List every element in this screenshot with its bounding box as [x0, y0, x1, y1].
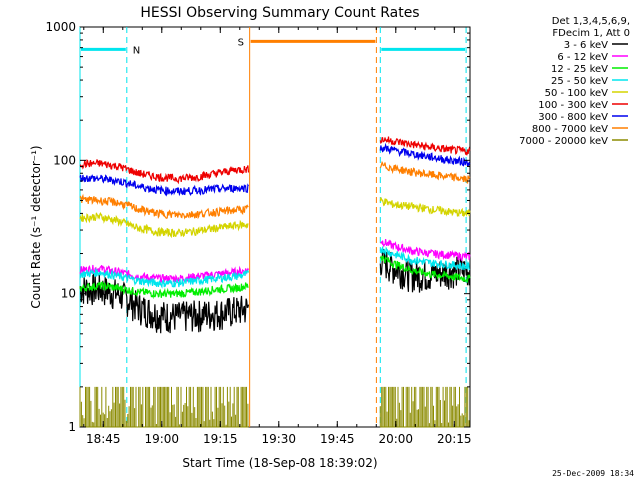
series-line-5-seg1: [379, 136, 471, 156]
series-line-4-seg0: [79, 212, 249, 239]
y-tick-label-0: 1: [68, 420, 76, 434]
y-axis: 1 10 100 1000: [45, 20, 470, 434]
x-axis: 18:45 19:00 19:15 19:30 19:45 20:00 20:15: [83, 27, 472, 446]
x-tick-label-1: 19:00: [144, 432, 179, 446]
plot-area: [79, 26, 471, 428]
legend-label-7: 800 - 7000 keV: [532, 124, 608, 135]
series-line-7-seg0: [79, 193, 249, 220]
plot-frame: [79, 26, 471, 428]
series-line-2-seg0: [79, 281, 249, 300]
legend-label-4: 50 - 100 keV: [545, 88, 609, 99]
attenuator-flags: NS: [79, 27, 467, 427]
series-spikes-8-seg0: [79, 386, 249, 427]
legend-label-1: 6 - 12 keV: [557, 52, 608, 63]
y-tick-label-1: 10: [61, 287, 76, 301]
x-tick-label-2: 19:15: [203, 432, 238, 446]
chart-title: HESSI Observing Summary Count Rates: [140, 5, 419, 21]
y-tick-label-3: 1000: [45, 20, 76, 34]
series-line-4-seg1: [379, 197, 471, 218]
x-tick-label-4: 19:45: [320, 432, 355, 446]
series-line-2-seg1: [379, 255, 471, 284]
series-line-1-seg1: [380, 239, 471, 262]
flag-label-S: S: [238, 37, 244, 48]
x-tick-label-6: 20:15: [437, 432, 472, 446]
footer-date: 25-Dec-2009 18:34: [552, 469, 634, 478]
series-line-5-seg0: [79, 158, 250, 185]
legend-label-0: 3 - 6 keV: [564, 40, 608, 51]
legend: Det 1,3,4,5,6,9,FDecim 1, Att 03 - 6 keV…: [519, 16, 630, 147]
legend-label-6: 300 - 800 keV: [538, 112, 608, 123]
legend-label-5: 100 - 300 keV: [538, 100, 608, 111]
x-tick-label-3: 19:30: [261, 432, 296, 446]
legend-label-3: 25 - 50 keV: [551, 76, 608, 87]
flag-label-N: N: [133, 45, 140, 56]
legend-label-8: 7000 - 20000 keV: [519, 136, 608, 147]
series-line-6-seg0: [79, 174, 249, 197]
x-tick-label-5: 20:00: [378, 432, 413, 446]
series-line-3-seg0: [79, 268, 250, 289]
legend-header-0: Det 1,3,4,5,6,9,: [552, 16, 630, 27]
series-lines: [79, 136, 471, 428]
x-axis-label: Start Time (18-Sep-08 18:39:02): [182, 456, 377, 470]
series-line-7-seg1: [379, 160, 471, 184]
legend-label-2: 12 - 25 keV: [551, 64, 608, 75]
x-tick-label-0: 18:45: [86, 432, 121, 446]
series-line-6-seg1: [379, 142, 471, 167]
y-tick-label-2: 100: [53, 153, 76, 167]
legend-header-1: FDecim 1, Att 0: [552, 28, 630, 39]
series-spikes-8-seg1: [379, 386, 470, 427]
series-line-3-seg1: [379, 246, 471, 271]
y-axis-label: Count Rate (s⁻¹ detector⁻¹): [29, 145, 43, 308]
